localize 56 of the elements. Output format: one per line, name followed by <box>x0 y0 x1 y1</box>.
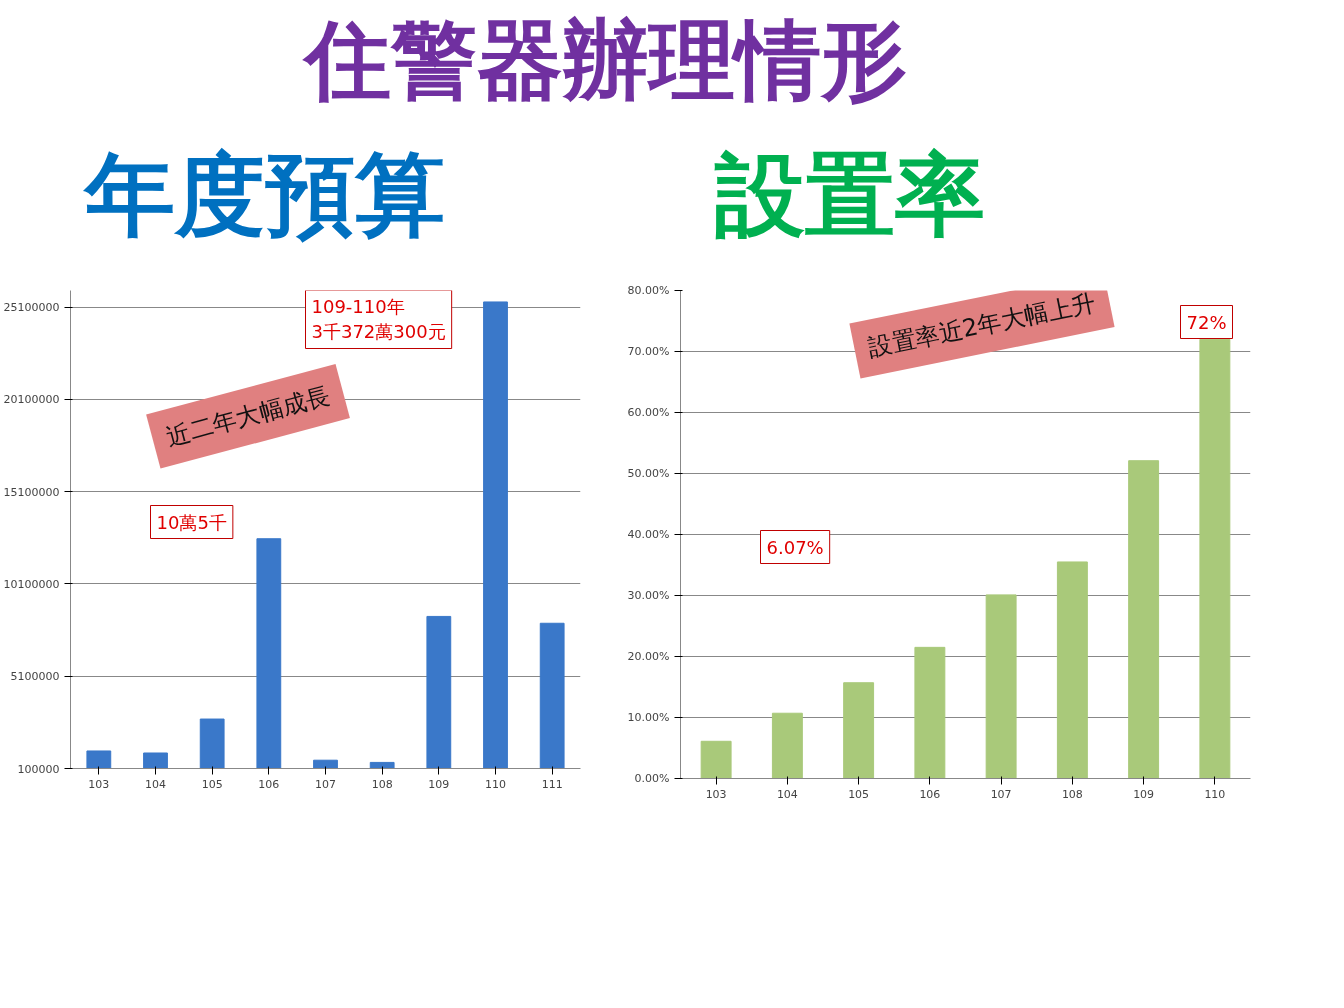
bar <box>700 740 732 779</box>
bar <box>199 718 225 769</box>
y-tick-label: 80.00% <box>627 284 670 297</box>
bar <box>143 752 168 769</box>
x-tick-label: 104 <box>145 777 166 791</box>
bar <box>985 594 1017 779</box>
y-tick-label: 40.00% <box>627 528 670 541</box>
x-tick-label: 110 <box>1204 787 1226 801</box>
bar <box>539 622 565 769</box>
chart-subtitle: 設置率 <box>715 141 985 249</box>
x-tick-label: 105 <box>848 787 870 801</box>
annotation: 72% <box>1186 311 1227 333</box>
x-tick-label: 108 <box>1061 787 1083 801</box>
chart-subtitle: 年度預算 <box>85 141 445 249</box>
x-tick-label: 103 <box>705 787 727 801</box>
bar <box>426 615 452 769</box>
x-tick-label: 107 <box>990 787 1012 801</box>
annotation: 10萬5千 <box>156 511 227 533</box>
bar <box>914 646 946 779</box>
annotation: 近二年大幅成長 <box>163 381 333 452</box>
y-tick-label: 15100000 <box>3 485 60 499</box>
bar <box>86 750 112 769</box>
x-tick-label: 104 <box>776 787 798 801</box>
x-tick-label: 106 <box>258 777 280 791</box>
y-tick-label: 30.00% <box>627 589 670 602</box>
x-tick-label: 103 <box>88 777 110 791</box>
bar <box>256 538 282 769</box>
x-tick-label: 109 <box>1133 787 1155 801</box>
bar <box>483 301 508 769</box>
y-tick-label: 0.00% <box>634 772 670 785</box>
y-tick-label: 20.00% <box>627 650 670 663</box>
y-tick-label: 60.00% <box>627 406 670 419</box>
y-tick-label: 5100000 <box>10 670 60 684</box>
x-tick-label: 110 <box>485 777 506 791</box>
y-tick-label: 100000 <box>17 762 60 776</box>
y-tick-label: 10100000 <box>3 577 60 591</box>
bar <box>771 712 803 779</box>
x-tick-label: 108 <box>371 777 393 791</box>
bar <box>1128 460 1160 779</box>
bar <box>843 682 875 779</box>
x-tick-label: 107 <box>315 777 336 791</box>
bar <box>369 761 395 769</box>
annotation: 設置率近2年大幅上升 <box>865 288 1099 362</box>
x-tick-label: 105 <box>201 777 223 791</box>
y-tick-label: 70.00% <box>627 345 670 358</box>
x-tick-label: 109 <box>428 777 450 791</box>
bar <box>313 759 338 769</box>
y-tick-label: 20100000 <box>3 393 60 407</box>
y-tick-label: 50.00% <box>627 467 670 480</box>
annotation: 109-110年 3千372萬300元 <box>311 296 446 343</box>
x-tick-label: 111 <box>541 777 563 791</box>
x-tick-label: 106 <box>919 787 941 801</box>
y-tick-label: 25100000 <box>3 301 60 315</box>
y-tick-label: 10.00% <box>627 711 670 724</box>
bar <box>1056 561 1088 779</box>
annotation: 6.07% <box>766 536 824 558</box>
